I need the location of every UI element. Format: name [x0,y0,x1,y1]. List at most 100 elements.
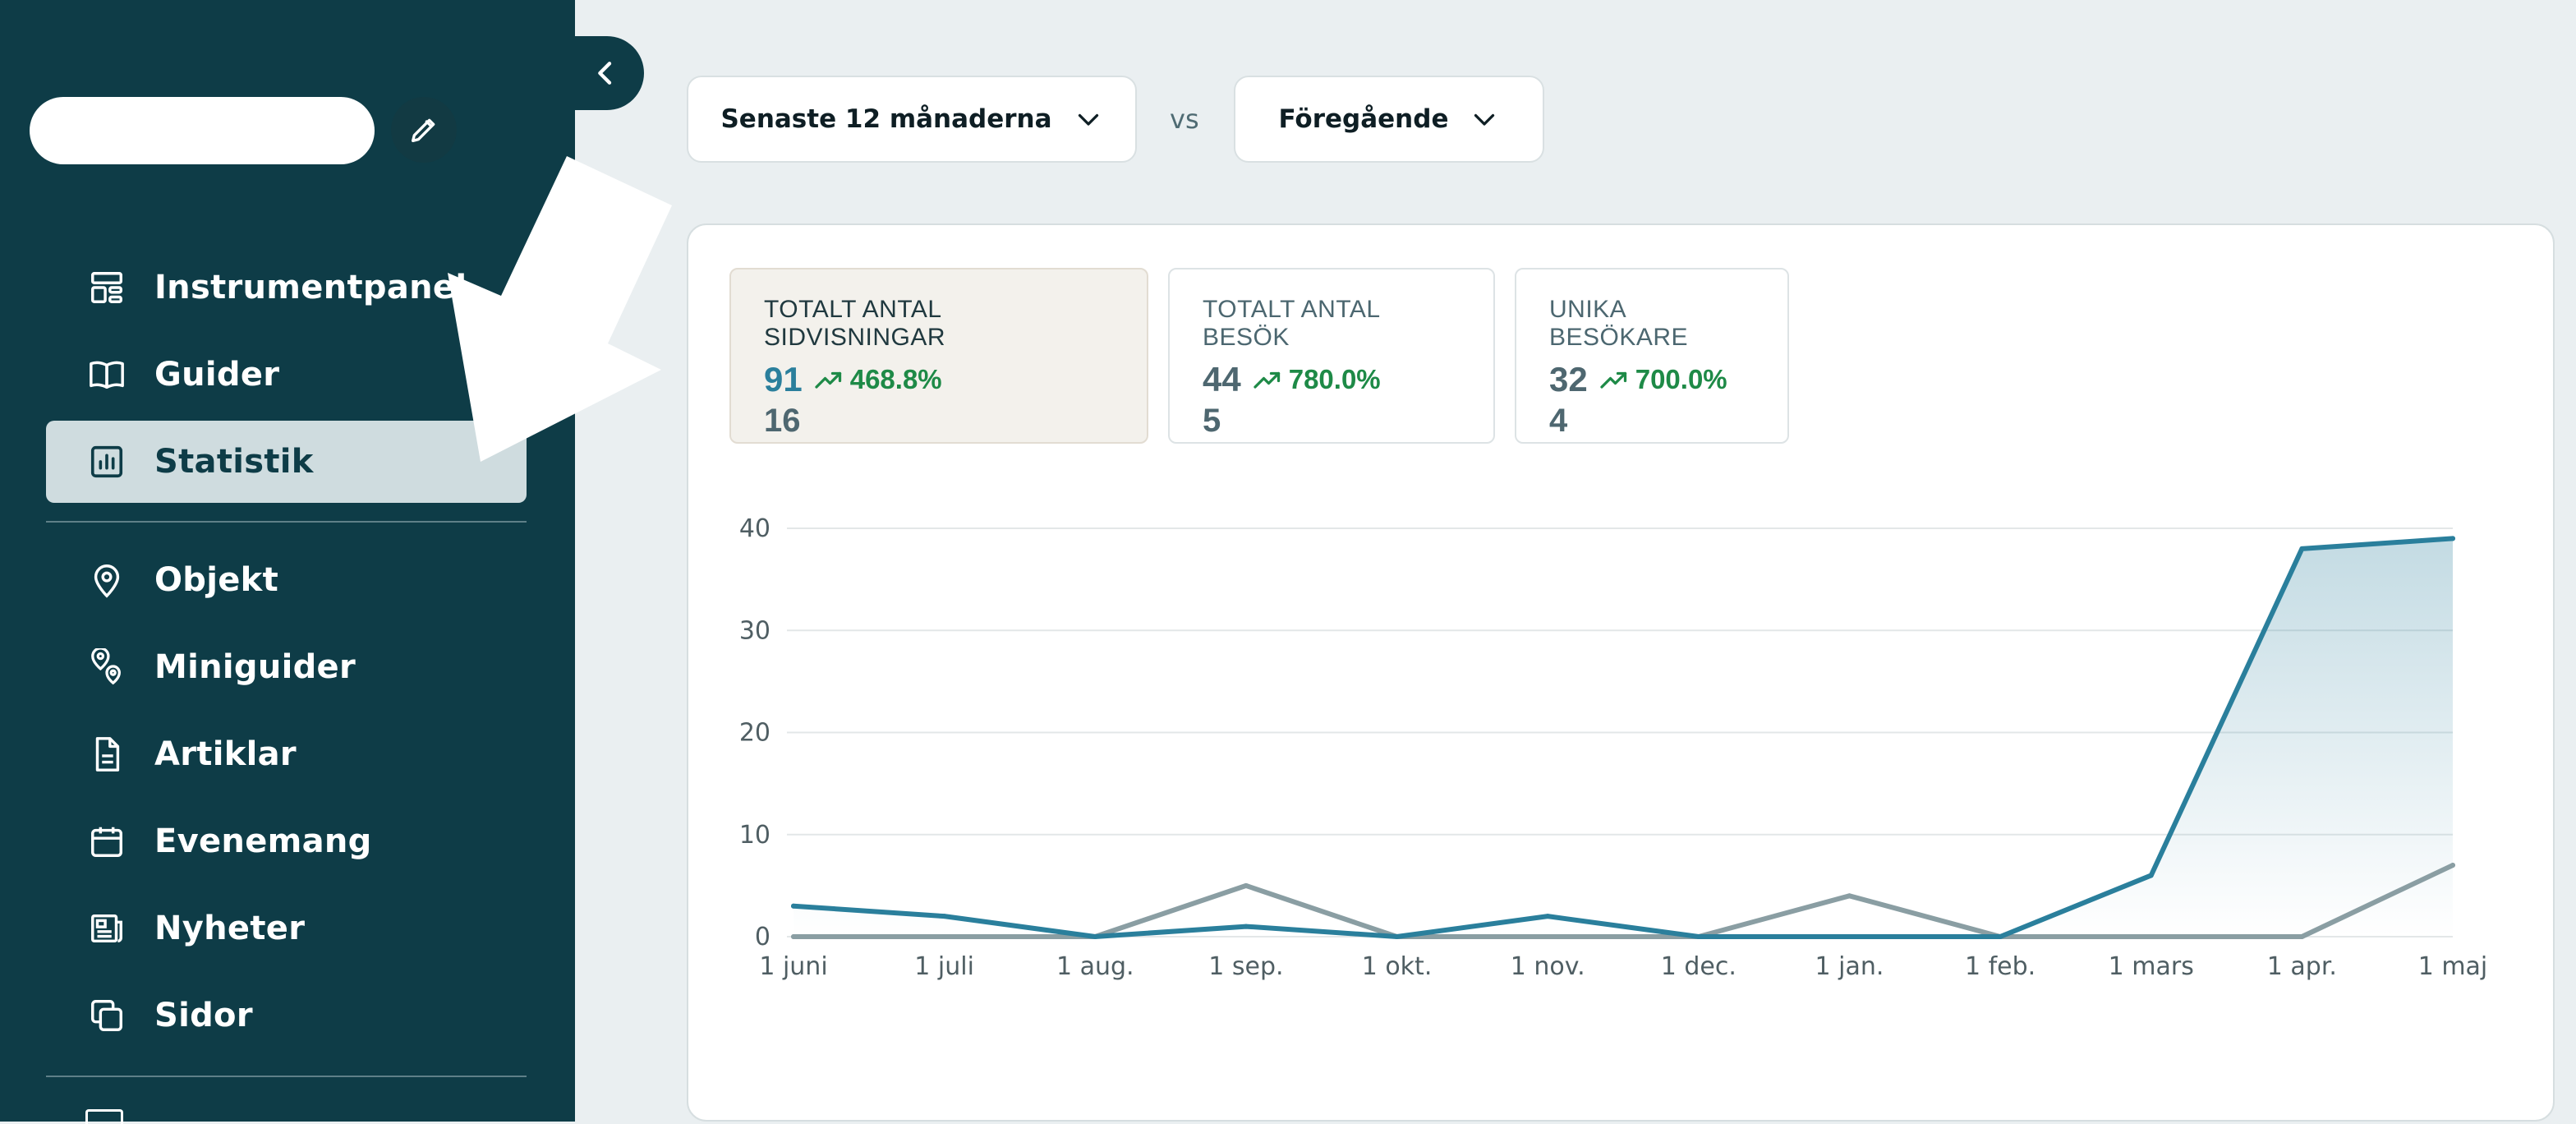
chart-icon [82,437,131,486]
sidebar-item-label: Sidor [154,997,253,1034]
sidebar-item-guider[interactable]: Guider [46,334,527,416]
sidebar-item-label: Nyheter [154,910,306,947]
pencil-icon [412,118,435,142]
data-point-current [2148,873,2154,878]
stat-title: TOTALT ANTAL SIDVISNINGAR [764,296,946,351]
sidebar: Instrumentpanel Guider Statistik Objekt … [0,0,575,1124]
x-tick-label: 1 jan. [1815,952,1884,981]
data-point-current [1092,934,1098,939]
stat-value: 91 [764,360,803,398]
stat-previous-value: 16 [764,403,801,439]
x-tick-label: 1 mars [2109,952,2194,981]
sidebar-item-label: Statistik [154,443,314,481]
sidebar-item-sidor[interactable]: Sidor [46,974,527,1057]
y-tick-label: 30 [739,616,770,645]
stat-title: TOTALT ANTAL BESÖK [1203,296,1380,351]
pages-icon [82,991,131,1040]
data-point-previous [941,934,947,939]
data-point-previous [2148,934,2154,939]
data-point-current [1847,934,1852,939]
vs-label: vs [1170,104,1199,135]
visits-area-chart: 0 10 20 30 40 1 juni 1 juli 1 aug. 1 sep. 1 okt.… [739,514,2488,981]
data-point-current [1695,934,1701,939]
data-point-current [1243,924,1249,929]
chevron-down-icon [1474,113,1495,126]
data-point-previous [1545,934,1551,939]
x-tick-label: 1 sep. [1208,952,1283,981]
x-tick-label: 1 feb. [1965,952,2036,981]
series-area-fill [794,538,2453,937]
account-name-redacted[interactable] [30,97,375,164]
sidebar-item-label: Objekt [154,561,278,599]
stat-tab-unique-visitors[interactable]: UNIKA BESÖKARE 32 700.0% 4 [1515,268,1789,444]
y-tick-label: 40 [739,514,770,543]
edit-account-button[interactable] [391,97,457,163]
y-tick-label: 0 [755,923,770,951]
stat-previous-value: 4 [1549,403,1568,439]
sidebar-divider [46,1076,527,1077]
data-point-current [2450,536,2455,541]
stat-change: 780.0% [1288,364,1381,394]
x-tick-label: 1 nov. [1511,952,1585,981]
data-point-current [2299,546,2305,551]
document-icon [82,730,131,779]
statistics-card: TOTALT ANTAL SIDVISNINGAR 91 468.8% 16 T… [687,223,2555,1122]
data-point-current [941,914,947,919]
calendar-icon [82,817,131,866]
sidebar-divider [46,521,527,523]
series-line-previous [791,863,2455,939]
y-tick-label: 20 [739,719,770,748]
chevron-down-icon [1078,113,1098,126]
series-line-current [791,536,2455,939]
sidebar-item-label: Evenemang [154,822,372,860]
sidebar-item-label: Miniguider [154,648,356,686]
cropped-nav-icon [85,1109,123,1124]
stat-tab-visits[interactable]: TOTALT ANTAL BESÖK 44 780.0% 5 [1168,268,1495,444]
trend-up-icon [1253,367,1282,392]
chevron-left-icon [598,62,612,85]
data-point-previous [791,934,796,939]
sidebar-item-miniguider[interactable]: Miniguider [46,626,527,708]
x-tick-label: 1 juni [759,952,827,981]
data-point-previous [1243,882,1249,888]
compare-select-label: Föregående [1278,104,1449,134]
sidebar-item-statistik[interactable]: Statistik [46,421,527,503]
sidebar-item-instrumentpanel[interactable]: Instrumentpanel [46,246,527,329]
trend-up-icon [1599,367,1629,392]
sidebar-item-label: Artiklar [154,735,297,773]
data-point-current [1545,914,1551,919]
x-tick-label: 1 juli [914,952,974,981]
stat-tab-pageviews[interactable]: TOTALT ANTAL SIDVISNINGAR 91 468.8% 16 [729,268,1148,444]
sidebar-item-evenemang[interactable]: Evenemang [46,800,527,882]
x-tick-label: 1 apr. [2267,952,2337,981]
compare-select[interactable]: Föregående [1234,76,1544,163]
data-point-current [1998,934,2003,939]
map-pin-icon [82,555,131,605]
sidebar-item-nyheter[interactable]: Nyheter [46,887,527,970]
collapse-sidebar-button[interactable] [567,36,644,110]
y-tick-label: 10 [739,821,770,850]
x-tick-label: 1 aug. [1056,952,1134,981]
x-tick-label: 1 okt. [1362,952,1433,981]
newspaper-icon [82,904,131,953]
dashboard-icon [82,263,131,312]
data-point-previous [2450,863,2455,868]
sidebar-item-artiklar[interactable]: Artiklar [46,713,527,795]
map-pins-icon [82,643,131,692]
data-point-previous [2299,934,2305,939]
data-point-current [1394,934,1400,939]
data-point-current [791,903,796,909]
data-point-previous [1847,893,1852,899]
stat-change: 468.8% [849,364,942,394]
book-icon [82,350,131,399]
stat-change: 700.0% [1635,364,1727,394]
stat-previous-value: 5 [1203,403,1221,439]
annotation-arrow [448,156,672,462]
stat-value: 44 [1203,360,1241,398]
stat-value: 32 [1549,360,1588,398]
x-tick-label: 1 maj [2418,952,2488,981]
sidebar-item-label: Instrumentpanel [154,269,467,306]
sidebar-item-objekt[interactable]: Objekt [46,539,527,621]
period-select[interactable]: Senaste 12 månaderna [687,76,1137,163]
trend-up-icon [814,367,844,392]
